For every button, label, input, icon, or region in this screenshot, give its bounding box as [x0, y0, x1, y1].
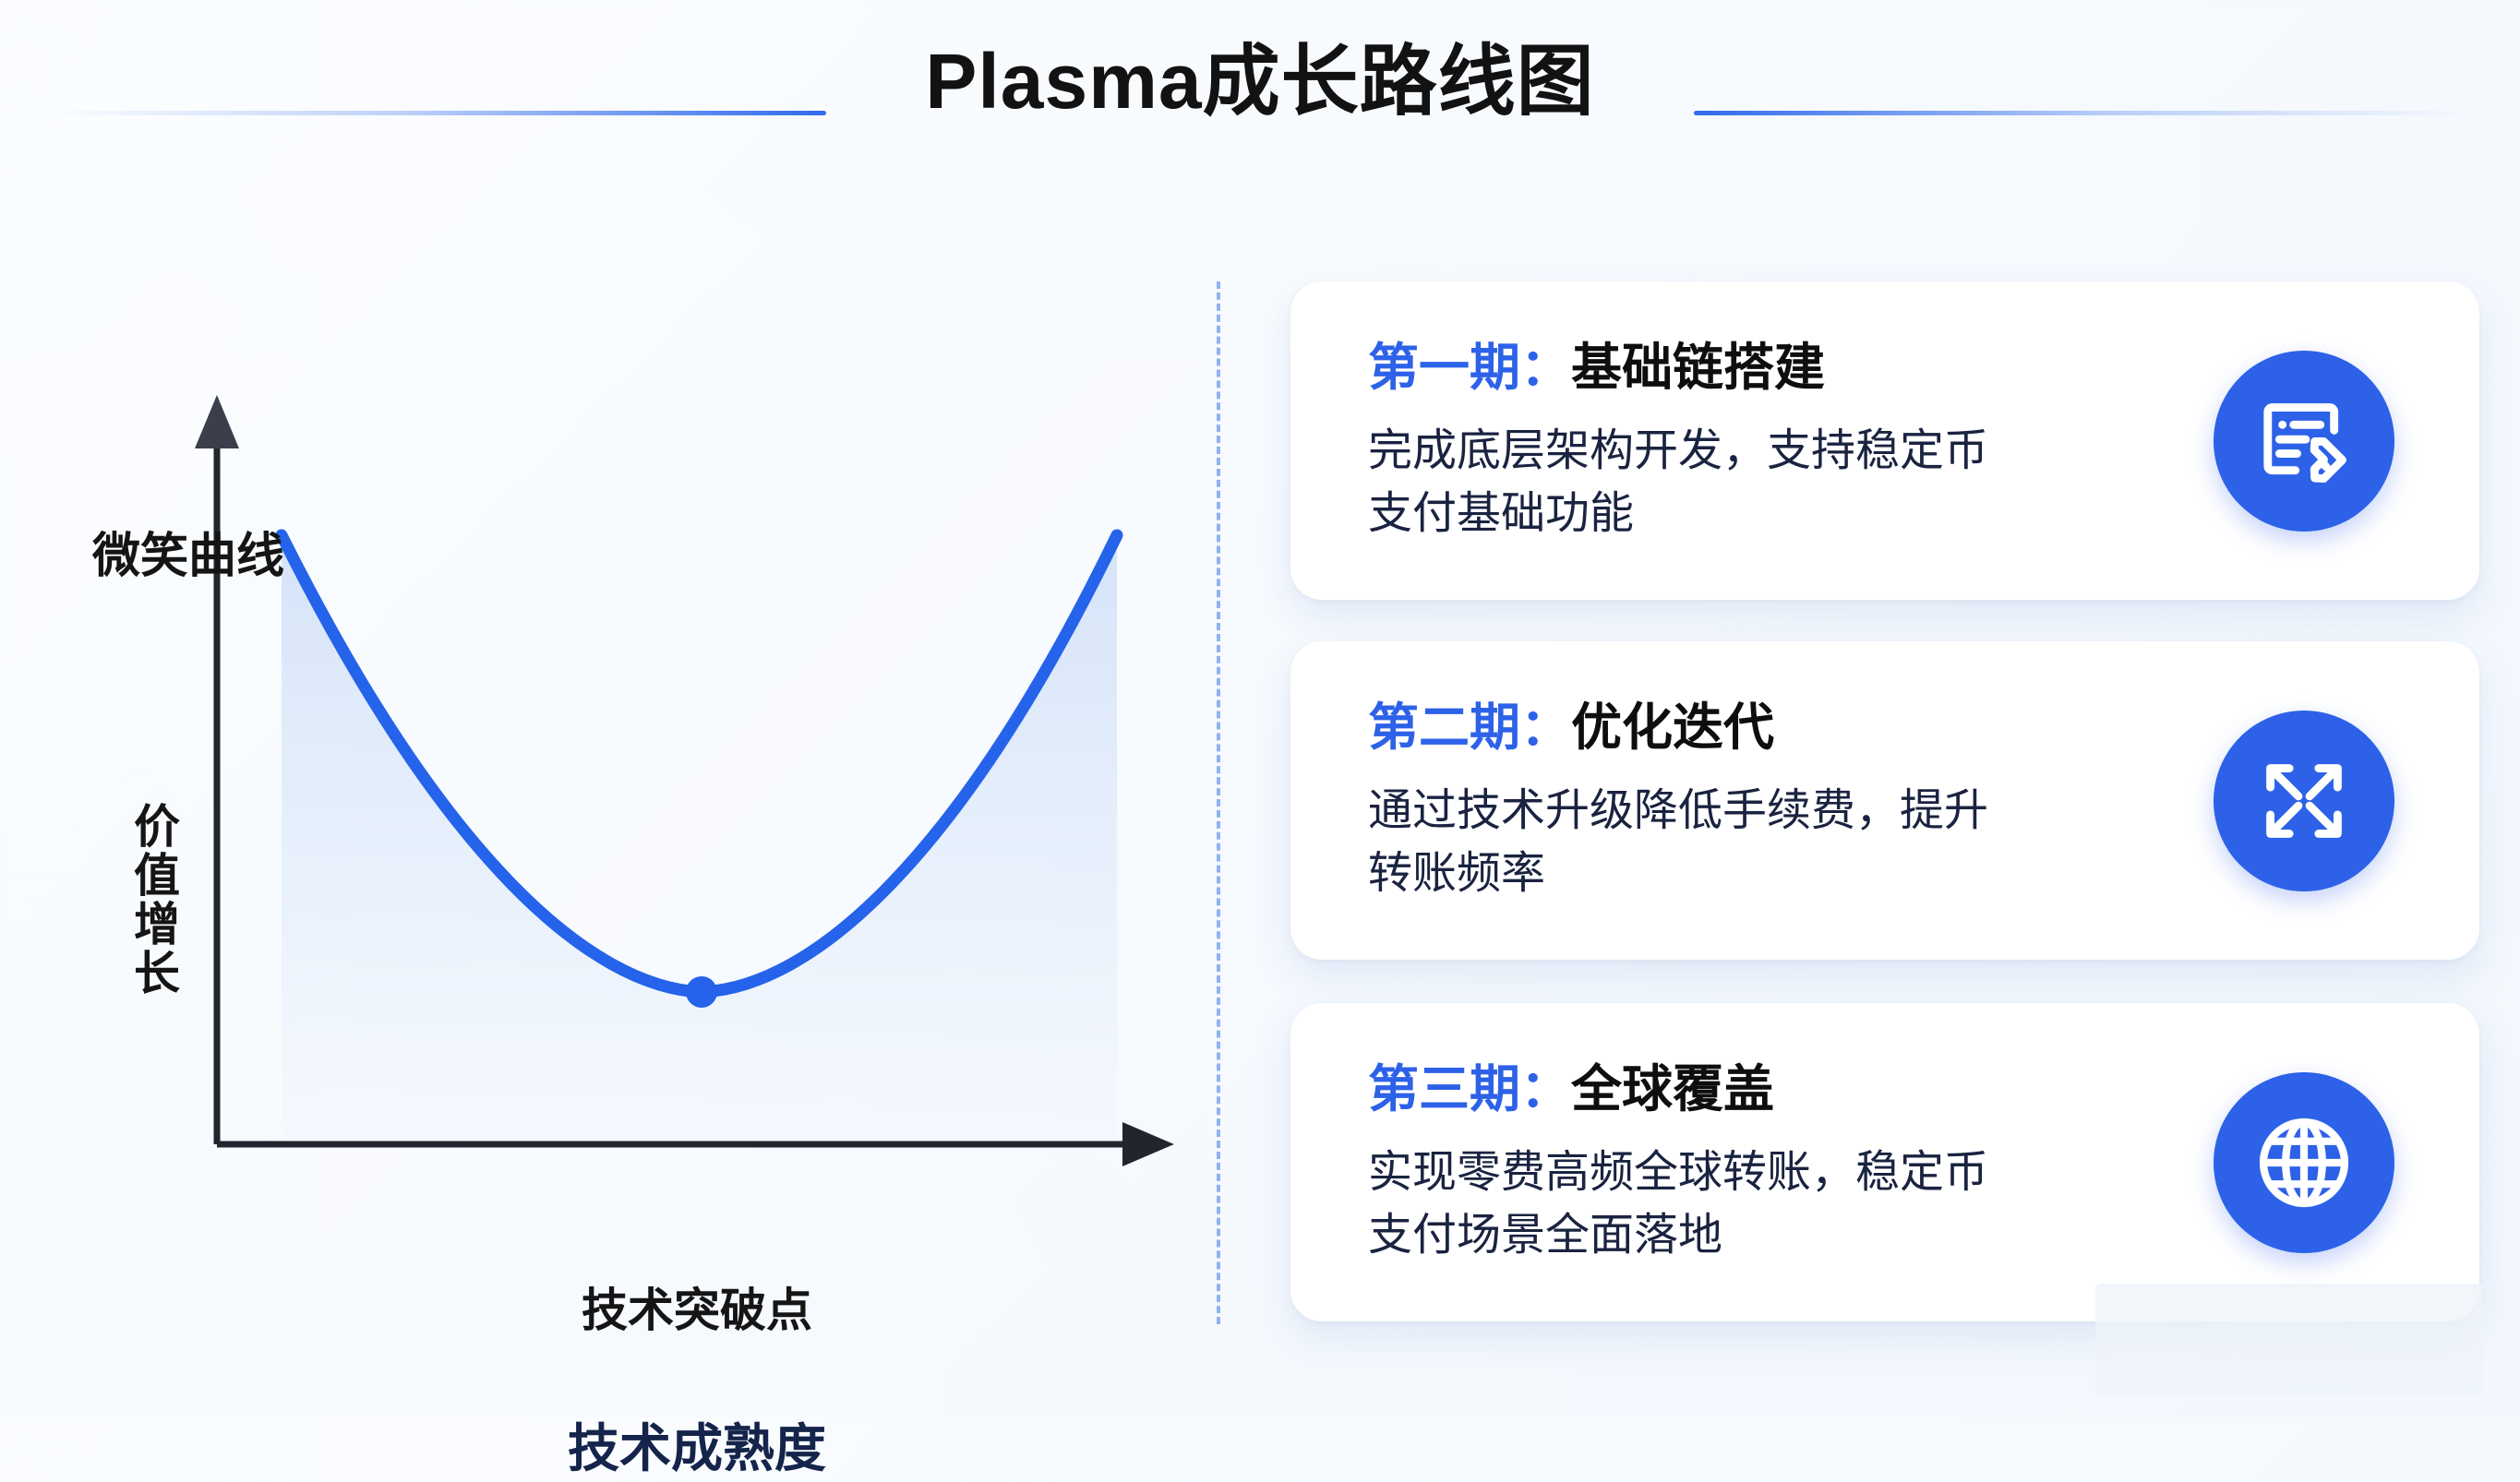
roadmap-card-heading-3: 第三期：全球覆盖 — [1368, 1058, 2214, 1121]
y-axis-label-char-0: 价 — [134, 801, 180, 853]
x-axis-arrowhead — [1122, 1122, 1174, 1166]
page-title: Plasma成长路线图 — [925, 38, 1595, 125]
roadmap-card-title-3: 全球覆盖 — [1571, 1059, 1775, 1117]
roadmap-card-list: 第一期：基础链搭建 完成底层架构开发，支持稳定币支付基础功能 — [1290, 281, 2479, 1343]
roadmap-card-phase-1[interactable]: 第一期：基础链搭建 完成底层架构开发，支持稳定币支付基础功能 — [1290, 281, 2479, 600]
globe-icon — [2214, 1071, 2394, 1253]
roadmap-card-heading-2: 第二期：优化迭代 — [1368, 696, 2214, 759]
title-rule-right — [1694, 111, 2469, 115]
roadmap-card-body-1: 完成底层架构开发，支持稳定币支付基础功能 — [1368, 425, 1989, 538]
curve-area-fill — [282, 535, 1117, 1144]
breakthrough-point-dot — [686, 976, 717, 1008]
breakthrough-point-label: 技术突破点 — [582, 1285, 812, 1336]
y-axis-label-char-2: 增 — [134, 899, 180, 950]
chart-svg — [195, 395, 1174, 1166]
roadmap-card-text-1: 第一期：基础链搭建 完成底层架构开发，支持稳定币支付基础功能 — [1290, 336, 2214, 545]
y-axis-label-char-3: 长 — [134, 948, 180, 999]
roadmap-card-phase-3[interactable]: 第三期：全球覆盖 实现零费高频全球转账，稳定币支付场景全面落地 — [1290, 1003, 2479, 1321]
expand-arrows-icon — [2214, 710, 2394, 891]
roadmap-card-body-2: 通过技术升级降低手续费，提升转账频率 — [1368, 785, 1989, 898]
roadmap-card-text-2: 第二期：优化迭代 通过技术升级降低手续费，提升转账频率 — [1290, 696, 2214, 905]
title-rule-left — [51, 111, 826, 115]
roadmap-card-phase-label-2: 第二期： — [1368, 698, 1572, 756]
roadmap-card-phase-label-1: 第一期： — [1368, 338, 1572, 396]
roadmap-card-body-3: 实现零费高频全球转账，稳定币支付场景全面落地 — [1368, 1147, 1989, 1260]
y-axis-arrowhead — [195, 395, 239, 448]
x-axis-label: 技术成熟度 — [568, 1419, 826, 1477]
y-axis-label-char-1: 值 — [134, 850, 180, 902]
roadmap-card-title-1: 基础链搭建 — [1571, 338, 1826, 396]
roadmap-card-text-3: 第三期：全球覆盖 实现零费高频全球转账，稳定币支付场景全面落地 — [1290, 1058, 2214, 1267]
document-signature-icon — [2214, 350, 2394, 532]
header: Plasma成长路线图 — [0, 0, 2520, 212]
chart-title: 微笑曲线 — [92, 530, 285, 583]
roadmap-card-phase-label-3: 第三期： — [1368, 1059, 1572, 1117]
roadmap-card-title-2: 优化迭代 — [1571, 698, 1775, 756]
vertical-dashed-divider — [1217, 281, 1220, 1324]
y-axis-label: 价 值 增 长 — [125, 803, 189, 998]
smile-curve-chart: 微笑曲线 价 值 增 长 技术突破点 技术成熟度 — [0, 212, 1191, 1477]
roadmap-card-heading-1: 第一期：基础链搭建 — [1368, 336, 2214, 400]
roadmap-card-phase-2[interactable]: 第二期：优化迭代 通过技术升级降低手续费，提升转账频率 — [1290, 641, 2479, 960]
